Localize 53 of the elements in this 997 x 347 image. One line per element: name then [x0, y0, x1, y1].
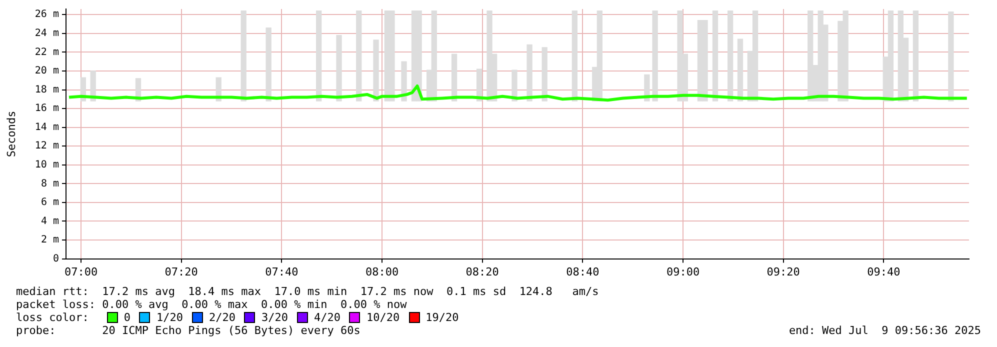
- bar: [240, 10, 246, 102]
- x-tick-label: 08:40: [566, 265, 600, 278]
- bar: [356, 10, 362, 102]
- bar: [526, 44, 532, 102]
- x-tick-label: 09:40: [867, 265, 900, 278]
- y-tick-label: 24 m: [34, 28, 59, 40]
- y-tick-label: 26 m: [34, 9, 59, 20]
- text: packet loss: 0.00 % avg 0.00 % max 0.00 % min 0.00 % now: [16, 298, 407, 312]
- y-tick-label: 18 m: [34, 84, 59, 96]
- y-axis-title: Seconds: [4, 110, 18, 158]
- bar: [542, 47, 548, 102]
- text: end: Wed Jul 9 09:56:36 2025: [788, 323, 981, 338]
- bar: [737, 38, 744, 102]
- x-tick-label: 07:20: [164, 265, 198, 278]
- y-tick-label: 8 m: [40, 178, 59, 190]
- bar: [652, 10, 658, 102]
- legend-label: 10/20: [366, 310, 400, 325]
- bar: [727, 10, 734, 102]
- y-tick-label: 16 m: [34, 103, 59, 114]
- y-tick-label: 12 m: [34, 140, 59, 152]
- x-tick-label: 08:20: [466, 265, 499, 278]
- y-tick-label: 4 m: [40, 216, 59, 227]
- y-tick-label: 2 m: [40, 234, 59, 246]
- y-tick-label: 10 m: [34, 159, 59, 170]
- x-tick-label: 09:20: [766, 265, 800, 278]
- bar: [451, 54, 458, 102]
- bar: [572, 10, 578, 102]
- y-tick-label: 22 m: [34, 46, 59, 58]
- legend-label: 4/20: [314, 310, 340, 325]
- text: median rtt: 17.2 ms avg 18.4 ms max 17.0 ms min 17.2 ms now 0.1 ms sd 124.8 am/s: [16, 284, 599, 299]
- y-tick-label: 20 m: [34, 66, 59, 77]
- y-tick-label: 14 m: [34, 122, 59, 133]
- bar: [336, 34, 342, 102]
- y-tick-label: 0: [52, 253, 59, 264]
- legend-label: 2/20: [208, 310, 236, 325]
- legend-label: 3/20: [261, 310, 288, 325]
- legend-title: loss color:: [16, 310, 89, 325]
- x-tick-label: 09:00: [666, 265, 700, 278]
- legend-label: 1/20: [156, 310, 183, 325]
- bar: [373, 40, 379, 102]
- x-tick-label: 08:00: [365, 265, 399, 278]
- bar: [948, 11, 954, 102]
- bar: [712, 10, 718, 102]
- bar: [401, 61, 407, 102]
- legend-label: 0: [124, 310, 130, 325]
- x-tick-label: 07:00: [64, 265, 98, 278]
- bar: [912, 10, 919, 102]
- x-tick-label: 07:40: [265, 265, 298, 278]
- bar: [266, 27, 272, 102]
- legend-label: 19/20: [426, 310, 459, 325]
- y-tick-label: 6 m: [40, 197, 59, 208]
- bar: [316, 10, 322, 102]
- text: probe: 20 ICMP Echo Pings (56 Bytes) every 60s: [16, 323, 360, 338]
